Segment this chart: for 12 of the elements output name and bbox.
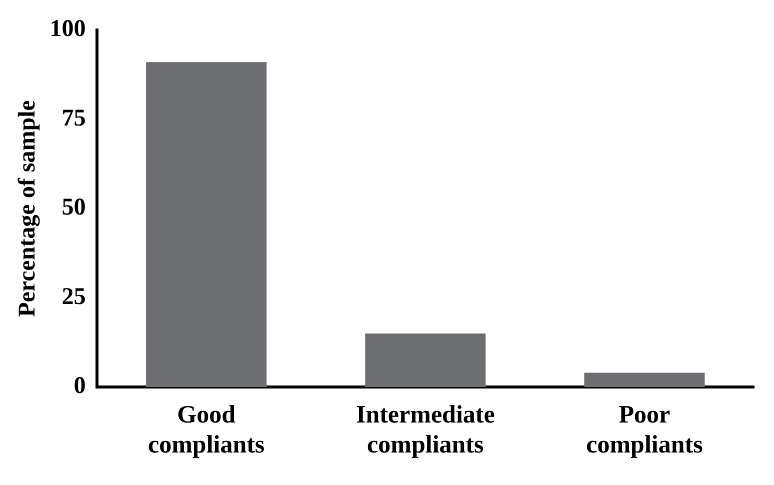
y-tick-label: 0 (74, 373, 86, 400)
x-tick-label: Intermediate compliants (356, 401, 495, 458)
y-axis-title: Percentage of sample (14, 100, 41, 317)
x-tick-label: Good compliants (148, 401, 265, 458)
x-tick-label: Poor compliants (586, 401, 704, 458)
y-tick-label: 50 (62, 194, 86, 221)
y-tick-label: 100 (50, 16, 86, 42)
bar (146, 62, 267, 387)
bar (584, 372, 705, 387)
bar (365, 333, 486, 387)
y-tick-label: 75 (62, 105, 86, 132)
y-tick-label: 25 (62, 284, 86, 310)
